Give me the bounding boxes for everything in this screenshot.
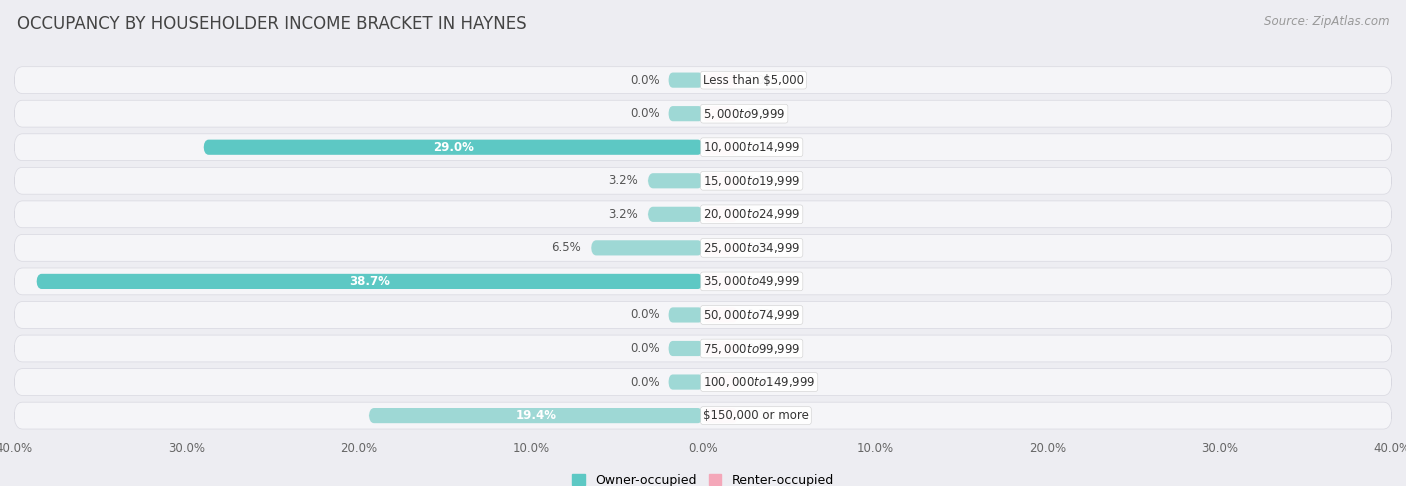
Text: 0.0%: 0.0% — [747, 174, 776, 187]
FancyBboxPatch shape — [14, 134, 1392, 161]
Text: 6.5%: 6.5% — [551, 242, 581, 254]
Text: 0.0%: 0.0% — [630, 309, 659, 321]
Text: 0.0%: 0.0% — [747, 275, 776, 288]
Text: 29.0%: 29.0% — [433, 141, 474, 154]
FancyBboxPatch shape — [669, 307, 703, 323]
Text: 0.0%: 0.0% — [747, 342, 776, 355]
Text: 38.7%: 38.7% — [349, 275, 389, 288]
Text: $75,000 to $99,999: $75,000 to $99,999 — [703, 342, 800, 355]
Text: OCCUPANCY BY HOUSEHOLDER INCOME BRACKET IN HAYNES: OCCUPANCY BY HOUSEHOLDER INCOME BRACKET … — [17, 15, 526, 33]
FancyBboxPatch shape — [703, 173, 738, 189]
Text: $15,000 to $19,999: $15,000 to $19,999 — [703, 174, 800, 188]
Text: $20,000 to $24,999: $20,000 to $24,999 — [703, 208, 800, 221]
Text: 0.0%: 0.0% — [630, 376, 659, 388]
FancyBboxPatch shape — [14, 268, 1392, 295]
FancyBboxPatch shape — [14, 301, 1392, 329]
Text: $150,000 or more: $150,000 or more — [703, 409, 808, 422]
Text: Source: ZipAtlas.com: Source: ZipAtlas.com — [1264, 15, 1389, 28]
FancyBboxPatch shape — [14, 201, 1392, 228]
FancyBboxPatch shape — [37, 274, 703, 289]
Text: 0.0%: 0.0% — [747, 107, 776, 120]
FancyBboxPatch shape — [703, 240, 738, 256]
FancyBboxPatch shape — [14, 67, 1392, 93]
Text: 0.0%: 0.0% — [747, 376, 776, 388]
Legend: Owner-occupied, Renter-occupied: Owner-occupied, Renter-occupied — [568, 469, 838, 486]
Text: 0.0%: 0.0% — [747, 208, 776, 221]
FancyBboxPatch shape — [14, 234, 1392, 261]
Text: $25,000 to $34,999: $25,000 to $34,999 — [703, 241, 800, 255]
Text: $5,000 to $9,999: $5,000 to $9,999 — [703, 106, 786, 121]
Text: 0.0%: 0.0% — [630, 342, 659, 355]
Text: 0.0%: 0.0% — [747, 73, 776, 87]
Text: 0.0%: 0.0% — [630, 107, 659, 120]
FancyBboxPatch shape — [703, 307, 738, 323]
FancyBboxPatch shape — [703, 374, 738, 390]
FancyBboxPatch shape — [703, 139, 738, 155]
FancyBboxPatch shape — [204, 139, 703, 155]
Text: 0.0%: 0.0% — [747, 242, 776, 254]
FancyBboxPatch shape — [703, 341, 738, 356]
FancyBboxPatch shape — [703, 106, 738, 122]
FancyBboxPatch shape — [669, 106, 703, 122]
Text: 0.0%: 0.0% — [747, 141, 776, 154]
FancyBboxPatch shape — [703, 207, 738, 222]
Text: $35,000 to $49,999: $35,000 to $49,999 — [703, 275, 800, 288]
Text: $100,000 to $149,999: $100,000 to $149,999 — [703, 375, 815, 389]
FancyBboxPatch shape — [14, 167, 1392, 194]
FancyBboxPatch shape — [703, 274, 738, 289]
FancyBboxPatch shape — [703, 408, 738, 423]
FancyBboxPatch shape — [14, 335, 1392, 362]
Text: 3.2%: 3.2% — [607, 208, 637, 221]
FancyBboxPatch shape — [14, 100, 1392, 127]
Text: $10,000 to $14,999: $10,000 to $14,999 — [703, 140, 800, 154]
FancyBboxPatch shape — [703, 72, 738, 87]
FancyBboxPatch shape — [14, 402, 1392, 429]
FancyBboxPatch shape — [368, 408, 703, 423]
FancyBboxPatch shape — [648, 173, 703, 189]
Text: $50,000 to $74,999: $50,000 to $74,999 — [703, 308, 800, 322]
FancyBboxPatch shape — [669, 374, 703, 390]
FancyBboxPatch shape — [669, 72, 703, 87]
Text: 3.2%: 3.2% — [607, 174, 637, 187]
FancyBboxPatch shape — [14, 368, 1392, 396]
Text: 0.0%: 0.0% — [630, 73, 659, 87]
FancyBboxPatch shape — [591, 240, 703, 256]
FancyBboxPatch shape — [669, 341, 703, 356]
Text: 0.0%: 0.0% — [747, 309, 776, 321]
Text: 19.4%: 19.4% — [516, 409, 557, 422]
Text: 0.0%: 0.0% — [747, 409, 776, 422]
Text: Less than $5,000: Less than $5,000 — [703, 73, 804, 87]
FancyBboxPatch shape — [648, 207, 703, 222]
